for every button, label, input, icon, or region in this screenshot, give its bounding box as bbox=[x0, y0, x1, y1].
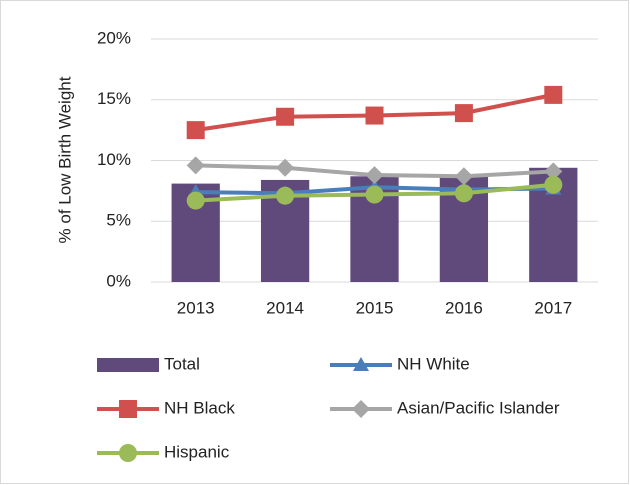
legend-marker bbox=[352, 400, 370, 418]
x-tick-label: 2016 bbox=[445, 298, 483, 317]
line-marker bbox=[454, 104, 473, 123]
legend-swatch bbox=[97, 358, 159, 372]
legend-label: Hispanic bbox=[164, 442, 230, 461]
y-axis-label: % of Low Birth Weight bbox=[55, 76, 74, 243]
line-marker bbox=[365, 185, 384, 204]
x-tick-label: 2014 bbox=[266, 298, 304, 317]
line-marker bbox=[186, 191, 205, 210]
line-marker bbox=[454, 167, 473, 186]
line-marker bbox=[454, 184, 473, 203]
x-tick-label: 2013 bbox=[177, 298, 215, 317]
y-tick-label: 5% bbox=[106, 211, 131, 230]
legend-marker bbox=[353, 357, 369, 371]
line-marker bbox=[544, 85, 563, 104]
y-tick-label: 10% bbox=[97, 150, 131, 169]
y-tick-label: 15% bbox=[97, 89, 131, 108]
line-marker bbox=[365, 166, 384, 185]
line-marker bbox=[276, 158, 295, 177]
legend-label: Asian/Pacific Islander bbox=[397, 398, 560, 417]
legend-marker bbox=[119, 444, 137, 462]
legend-label: NH Black bbox=[164, 398, 235, 417]
line-marker bbox=[276, 186, 295, 205]
line-marker bbox=[365, 106, 384, 125]
x-tick-label: 2015 bbox=[356, 298, 394, 317]
x-tick-label: 2017 bbox=[534, 298, 572, 317]
y-tick-label: 0% bbox=[106, 271, 131, 290]
legend-label: NH White bbox=[397, 354, 470, 373]
line-marker bbox=[186, 121, 205, 140]
legend-label: Total bbox=[164, 354, 200, 373]
legend-marker bbox=[119, 400, 137, 418]
line-marker bbox=[544, 175, 563, 194]
line-marker bbox=[544, 162, 563, 181]
line-marker bbox=[276, 107, 295, 126]
y-tick-label: 20% bbox=[97, 28, 131, 47]
line-marker bbox=[186, 156, 205, 175]
